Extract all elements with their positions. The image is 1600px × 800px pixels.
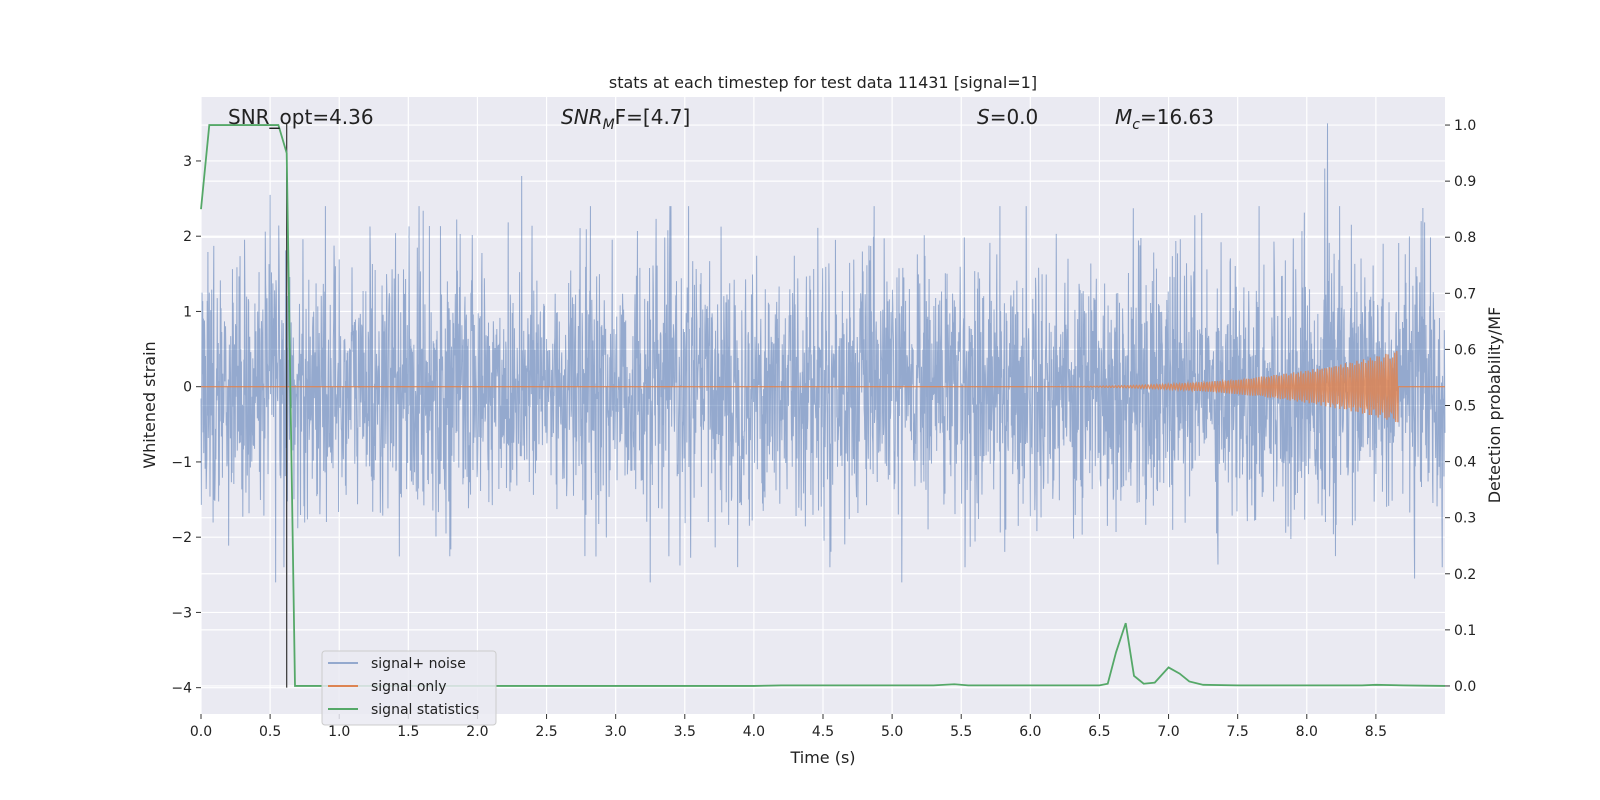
series-signal-noise: [200, 123, 1446, 583]
legend: signal+ noise signal only signal statist…: [321, 650, 497, 726]
right-y-tick-label: 0.2: [1454, 567, 1476, 583]
x-tick-label: 6.5: [1088, 724, 1110, 740]
left-y-tick-label: −2: [171, 530, 192, 546]
legend-box: [321, 650, 497, 726]
right-y-tick-label: 1.0: [1454, 118, 1476, 134]
x-tick-label: 0.0: [190, 724, 212, 740]
series-signal-only-line: [201, 350, 1445, 423]
x-tick-label: 7.0: [1157, 724, 1179, 740]
x-tick-label: 5.0: [881, 724, 903, 740]
annotation-s-name: S: [977, 105, 990, 129]
x-tick-label: 1.5: [397, 724, 419, 740]
x-tick-label: 4.0: [743, 724, 765, 740]
legend-label-signal-statistics: signal statistics: [371, 702, 479, 718]
annotation-snr-mf-sub: M: [603, 117, 615, 133]
x-tick-label: 8.5: [1365, 724, 1387, 740]
x-tick-label: 7.5: [1227, 724, 1249, 740]
legend-label-signal-noise: signal+ noise: [371, 656, 466, 672]
left-y-tick-label: 0: [183, 380, 192, 396]
left-y-tick-label: −1: [171, 455, 192, 471]
right-y-tick-label: 0.5: [1454, 399, 1476, 415]
series-signal-statistics-line: [200, 124, 1446, 687]
right-y-tick-label: 0.3: [1454, 511, 1476, 527]
left-y-tick-label: −4: [171, 681, 192, 697]
right-y-tick-label: 0.7: [1454, 286, 1476, 302]
annotation-s: S=0.0: [977, 105, 1038, 129]
right-y-tick-label: 0.8: [1454, 230, 1476, 246]
series-signal-statistics: [200, 124, 1446, 687]
left-y-tick-label: 1: [183, 304, 192, 320]
x-tick-label: 1.0: [328, 724, 350, 740]
x-tick-label: 4.5: [812, 724, 834, 740]
x-axis-label: Time (s): [789, 748, 855, 767]
right-y-axis-label: Detection probability/MF: [1485, 307, 1504, 504]
x-tick-label: 8.0: [1296, 724, 1318, 740]
right-y-tick-label: 0.9: [1454, 174, 1476, 190]
right-y-axis-ticks: 1.0 0.9 0.8 0.7 0.6 0.5 0.4 0.3 0.2 0.1 0.0: [1445, 118, 1476, 695]
legend-label-signal-only: signal only: [371, 679, 446, 695]
left-y-tick-label: −3: [171, 605, 192, 621]
x-tick-label: 0.5: [259, 724, 281, 740]
left-y-tick-label: 3: [183, 154, 192, 170]
left-y-axis-label: Whitened strain: [140, 341, 159, 468]
annotation-mc-sub: c: [1132, 117, 1140, 133]
x-axis-ticks: 0.0 0.5 1.0 1.5 2.0 2.5 3.0 3.5 4.0 4.5 5.0 5.5 6.0 6…: [190, 714, 1387, 740]
annotation-s-rest: =0.0: [990, 105, 1039, 129]
annotation-mc: Mc=16.63: [1115, 105, 1214, 133]
annotation-snr-opt: SNR_opt=4.36: [228, 105, 374, 129]
left-y-tick-label: 2: [183, 229, 192, 245]
right-y-tick-label: 0.4: [1454, 455, 1476, 471]
x-tick-label: 6.0: [1019, 724, 1041, 740]
annotation-snr-mf-name: SNR: [561, 105, 603, 129]
chart-title: stats at each timestep for test data 114…: [609, 73, 1037, 92]
series-signal-only: [201, 350, 1445, 423]
right-y-tick-label: 0.6: [1454, 342, 1476, 358]
right-y-tick-label: 0.0: [1454, 679, 1476, 695]
x-tick-label: 2.5: [535, 724, 557, 740]
left-y-axis-ticks: 3 2 1 0 −1 −2 −3 −4: [171, 154, 201, 697]
x-tick-label: 3.5: [674, 724, 696, 740]
x-tick-label: 5.5: [950, 724, 972, 740]
x-tick-label: 2.0: [466, 724, 488, 740]
x-tick-label: 3.0: [605, 724, 627, 740]
right-y-tick-label: 0.1: [1454, 623, 1476, 639]
annotation-mc-name: M: [1115, 105, 1132, 129]
series-signal-noise-line: [200, 123, 1446, 583]
annotation-snr-mf: SNRMF=[4.7]: [561, 105, 690, 133]
annotation-snr-mf-rest: F=[4.7]: [615, 105, 691, 129]
annotation-mc-rest: =16.63: [1140, 105, 1214, 129]
